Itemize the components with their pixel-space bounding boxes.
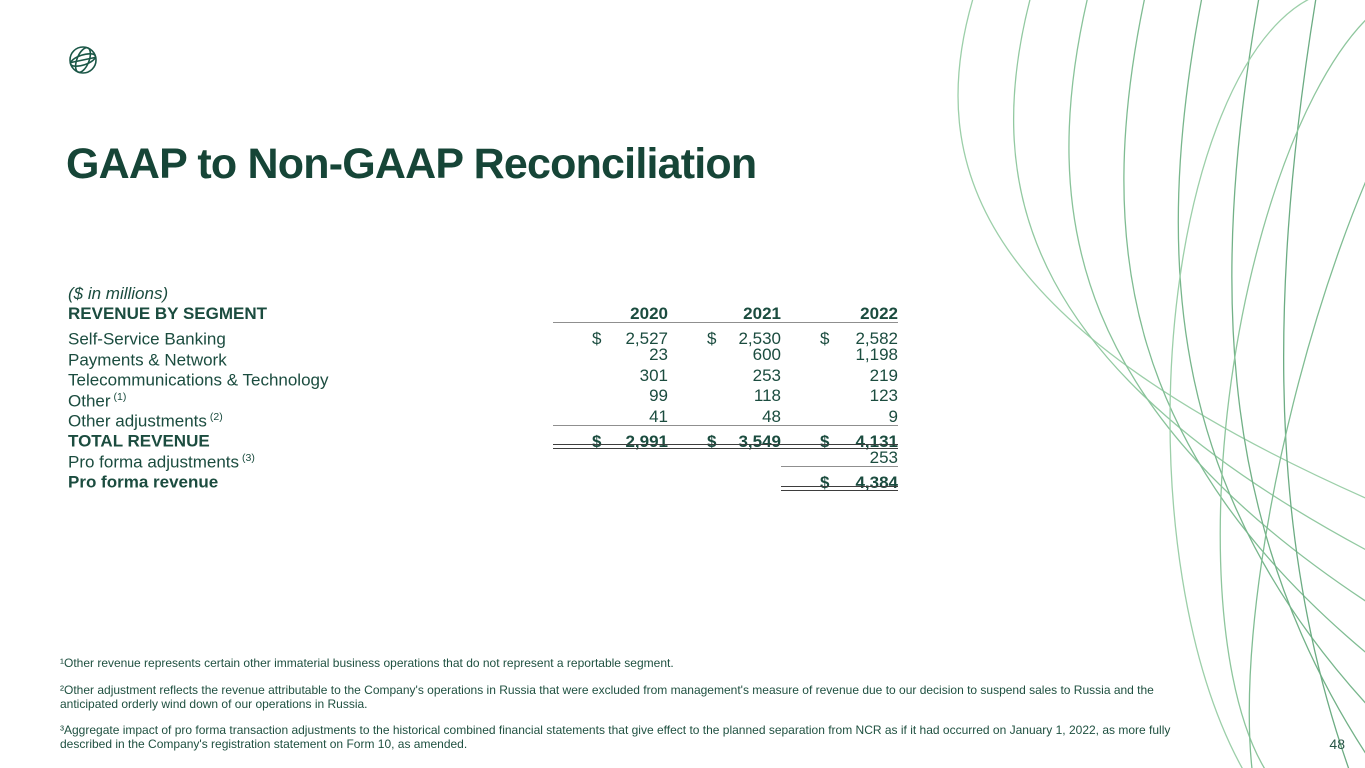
globe-logo-icon <box>69 46 97 74</box>
units-note: ($ in millions) <box>68 284 169 303</box>
row-label: Pro forma revenue <box>68 472 219 492</box>
currency-sign: $ <box>820 329 830 349</box>
row-label: Pro forma adjustments <box>68 453 240 472</box>
year-header-2021: 2021 <box>743 304 781 323</box>
table-header-label: REVENUE BY SEGMENT <box>68 304 268 323</box>
amount-2021: 600 <box>752 345 781 364</box>
currency-sign: $ <box>820 472 830 492</box>
table-row-total-revenue: TOTAL REVENUE $2,991 $3,549 $4,131 <box>68 427 898 451</box>
amount-2021: 253 <box>752 365 781 385</box>
amount-2020: 41 <box>649 406 668 426</box>
row-superscript: (1) <box>113 390 127 403</box>
amount-2020: 2,991 <box>625 431 668 451</box>
table-row-other-adjustments: Other adjustments (2) 41 48 9 <box>68 406 898 432</box>
amount-2022: 1,198 <box>855 345 898 364</box>
currency-sign: $ <box>592 431 602 451</box>
currency-sign: $ <box>820 431 830 451</box>
header-underline-rule <box>553 322 898 323</box>
year-header-2022: 2022 <box>860 304 898 323</box>
row-label: Telecommunications & Technology <box>68 371 329 390</box>
amount-2022: 219 <box>869 365 898 385</box>
footnote-1: ¹Other revenue represents certain other … <box>60 656 674 670</box>
row-label: Payments & Network <box>68 350 227 370</box>
amount-2021: 2,530 <box>738 329 781 349</box>
amount-2022: 253 <box>869 447 898 467</box>
currency-sign: $ <box>707 431 717 451</box>
currency-sign: $ <box>592 329 602 349</box>
currency-sign: $ <box>707 329 717 349</box>
amount-2022: 4,131 <box>855 431 898 451</box>
row-label: Other adjustments <box>68 412 207 431</box>
page-title: GAAP to Non-GAAP Reconciliation <box>66 140 757 188</box>
table-row-telecom-technology: Telecommunications & Technology 301 253 … <box>68 365 898 391</box>
amount-2020: 301 <box>639 365 668 385</box>
table-row-other: Other (1) 99 118 123 <box>68 386 898 411</box>
units-note-row: ($ in millions) <box>68 283 898 304</box>
row-label: TOTAL REVENUE <box>68 431 210 451</box>
table-header-row: REVENUE BY SEGMENT 2020 2021 2022 <box>68 304 898 325</box>
amount-2021: 48 <box>762 406 781 426</box>
table-row-pro-forma-revenue: Pro forma revenue $4,384 <box>68 468 898 492</box>
amount-2020: 2,527 <box>625 329 668 349</box>
table-row-pro-forma-adjustments: Pro forma adjustments (3) 253 <box>68 447 898 473</box>
amount-2020: 23 <box>649 345 668 364</box>
footnotes: ¹Other revenue represents certain other … <box>60 656 1320 765</box>
row-label: Self-Service Banking <box>68 329 226 349</box>
row-superscript: (2) <box>209 411 223 424</box>
amount-2022: 9 <box>888 406 898 426</box>
total-double-underline-rule <box>553 444 898 449</box>
footnote-2: ²Other adjustment reflects the revenue a… <box>60 682 1154 711</box>
row-superscript: (3) <box>242 452 255 465</box>
page-number: 48 <box>1329 736 1345 752</box>
amount-2021: 118 <box>753 386 781 405</box>
proforma-double-underline-rule <box>781 486 898 491</box>
table-row-payments-network: Payments & Network 23 600 1,198 <box>68 345 898 370</box>
reconciliation-table: ($ in millions) REVENUE BY SEGMENT 2020 … <box>68 283 898 492</box>
table-row-self-service-banking: Self-Service Banking $2,527 $2,530 $2,58… <box>68 325 898 349</box>
year-header-2020: 2020 <box>630 304 668 323</box>
total-top-rule <box>553 425 898 426</box>
amount-2021: 3,549 <box>738 431 781 451</box>
amount-2020: 99 <box>649 386 668 405</box>
row-label: Other <box>68 391 111 411</box>
amount-2022: 123 <box>869 386 898 405</box>
proforma-top-rule <box>781 466 898 467</box>
footnote-3: ³Aggregate impact of pro forma transacti… <box>60 723 1171 752</box>
amount-2022: 2,582 <box>855 329 898 349</box>
decorative-curves <box>957 0 1365 768</box>
